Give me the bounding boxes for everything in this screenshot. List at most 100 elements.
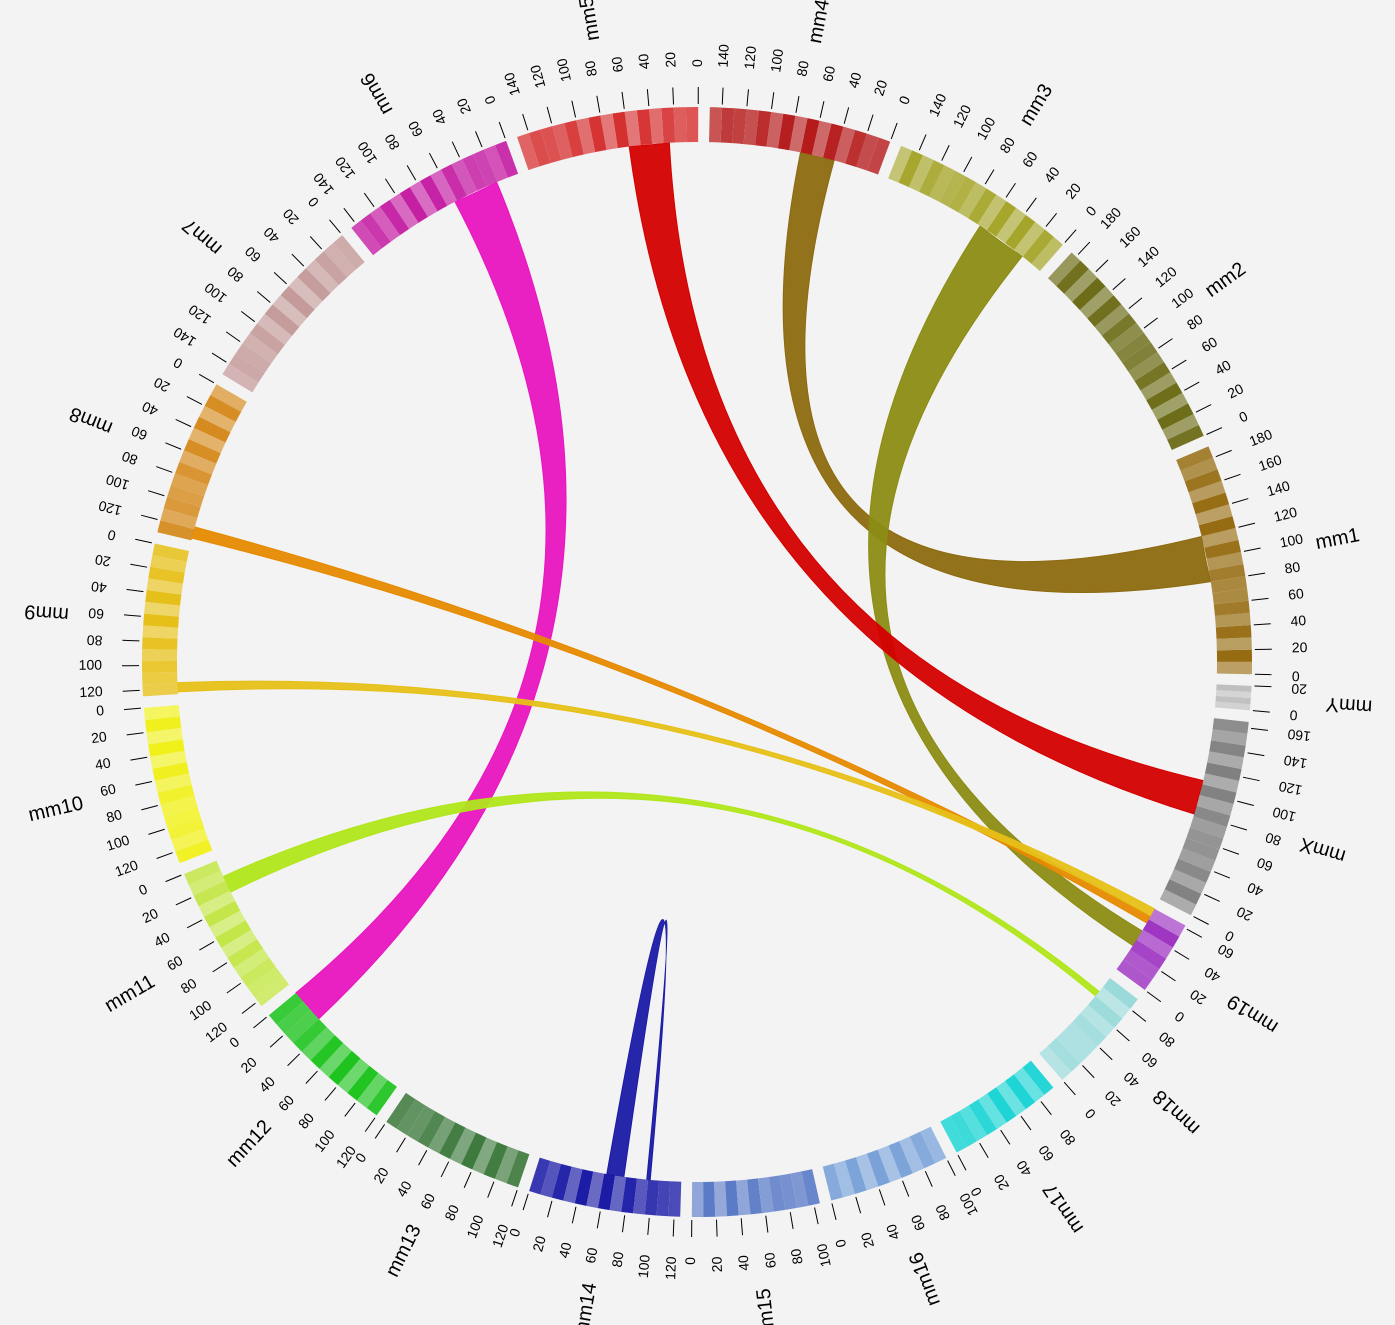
arc-mm15	[703, 1182, 715, 1217]
tick-label: 20	[529, 1234, 549, 1253]
tick-label: 100	[973, 114, 998, 142]
tick-label: 80	[996, 134, 1018, 156]
tick-label: 140	[501, 71, 523, 98]
tick-label: 20	[370, 1164, 392, 1186]
tick	[124, 708, 141, 709]
tick	[127, 733, 144, 735]
tick-label: 100	[1278, 530, 1304, 550]
tick-label: 120	[1152, 263, 1180, 290]
tick-label: 100	[1271, 804, 1298, 825]
tick-label: 120	[950, 102, 975, 130]
tick	[919, 135, 926, 151]
tick-label: 0	[1082, 203, 1099, 220]
tick-label: 60	[129, 423, 150, 444]
tick	[1158, 339, 1172, 349]
arc-mm9	[142, 649, 177, 661]
tick	[1021, 1116, 1031, 1130]
tick-label: 60	[99, 780, 118, 799]
tick	[253, 1017, 266, 1028]
tick-label: 20	[709, 1256, 726, 1272]
tick-label: 40	[845, 70, 865, 89]
tick	[790, 1212, 793, 1229]
tick	[156, 467, 172, 473]
tick-label: 80	[178, 975, 200, 997]
tick	[1184, 382, 1199, 390]
tick-label: 60	[1035, 1142, 1057, 1164]
tick	[717, 1220, 718, 1237]
tick-label: 40	[883, 1222, 903, 1242]
tick-label: 0	[226, 1033, 242, 1050]
tick-label: 40	[1041, 163, 1063, 185]
arc-label-mm12: mm12	[222, 1116, 276, 1172]
tick	[187, 397, 202, 405]
tick	[597, 96, 600, 113]
tick-label: 40	[256, 1073, 278, 1095]
tick-label: 80	[224, 263, 246, 285]
tick	[1026, 198, 1036, 212]
tick	[429, 153, 437, 168]
tick-label: 60	[1254, 855, 1274, 875]
arc-mm14	[668, 1181, 681, 1216]
tick-label: 60	[405, 118, 427, 139]
tick	[329, 220, 340, 233]
tick-label: 0	[96, 702, 105, 719]
tick	[242, 1003, 255, 1013]
tick-label: 120	[202, 1018, 230, 1045]
arc-mm1	[1216, 637, 1251, 650]
tick-label: 0	[967, 1185, 985, 1200]
tick-label: 0	[1222, 927, 1236, 945]
ribbon-mm14-mm14	[607, 919, 667, 1179]
tick-label: 20	[453, 96, 474, 117]
arc-label-mmX: mmX	[1297, 833, 1348, 867]
tick-label: 0	[1081, 1105, 1098, 1122]
tick-label: 80	[932, 1202, 953, 1223]
tick	[288, 1054, 300, 1066]
tick-label: 40	[1201, 964, 1223, 986]
tick-label: 20	[94, 552, 112, 570]
tick-label: 80	[105, 806, 124, 826]
tick-label: 60	[761, 1251, 779, 1269]
tick	[1175, 951, 1190, 960]
tick-label: 80	[381, 131, 403, 153]
tick-label: 140	[1265, 477, 1292, 499]
tick	[958, 1155, 966, 1170]
ribbons	[177, 143, 1210, 1180]
tick	[1065, 230, 1076, 243]
tick-label: 0	[832, 1238, 849, 1250]
tick-label: 40	[1013, 1157, 1035, 1179]
tick	[572, 101, 576, 118]
arc-label-mm5: mm5	[575, 0, 604, 42]
tick-label: 140	[1282, 752, 1308, 772]
tick-label: 60	[164, 952, 186, 974]
chord-diagram: 0200204060801001201401601800204060801001…	[0, 0, 1395, 1325]
arc-mm4	[721, 108, 735, 144]
tick	[130, 757, 147, 760]
tick	[1248, 753, 1265, 756]
arc-label-mm18: mm18	[1149, 1085, 1205, 1139]
arc-label-mm17: mm17	[1039, 1179, 1088, 1237]
arc-mm1	[1216, 625, 1252, 639]
tick-label: 120	[79, 683, 103, 700]
tick	[572, 1207, 576, 1224]
tick	[1214, 872, 1230, 878]
tick-label: 60	[1138, 1049, 1160, 1071]
tick	[1113, 278, 1126, 289]
tick	[1078, 242, 1090, 254]
arc-label-mm11: mm11	[101, 971, 159, 1017]
tick	[270, 1036, 283, 1047]
arc-mm5	[686, 107, 698, 142]
arc-label-mm7: mm7	[178, 214, 226, 260]
tick	[891, 123, 897, 139]
tick-label: 120	[97, 498, 124, 519]
tick-label: 100	[354, 139, 380, 167]
arc-mm15	[692, 1182, 704, 1217]
tick	[385, 179, 394, 193]
tick-label: 40	[1212, 356, 1234, 378]
tick-label: 40	[1120, 1069, 1142, 1091]
tick	[1254, 624, 1271, 625]
tick	[187, 920, 202, 928]
tick	[1144, 318, 1158, 328]
tick-label: 0	[136, 881, 150, 899]
tick-label: 100	[635, 1254, 653, 1279]
tick-label: 40	[1290, 612, 1307, 629]
